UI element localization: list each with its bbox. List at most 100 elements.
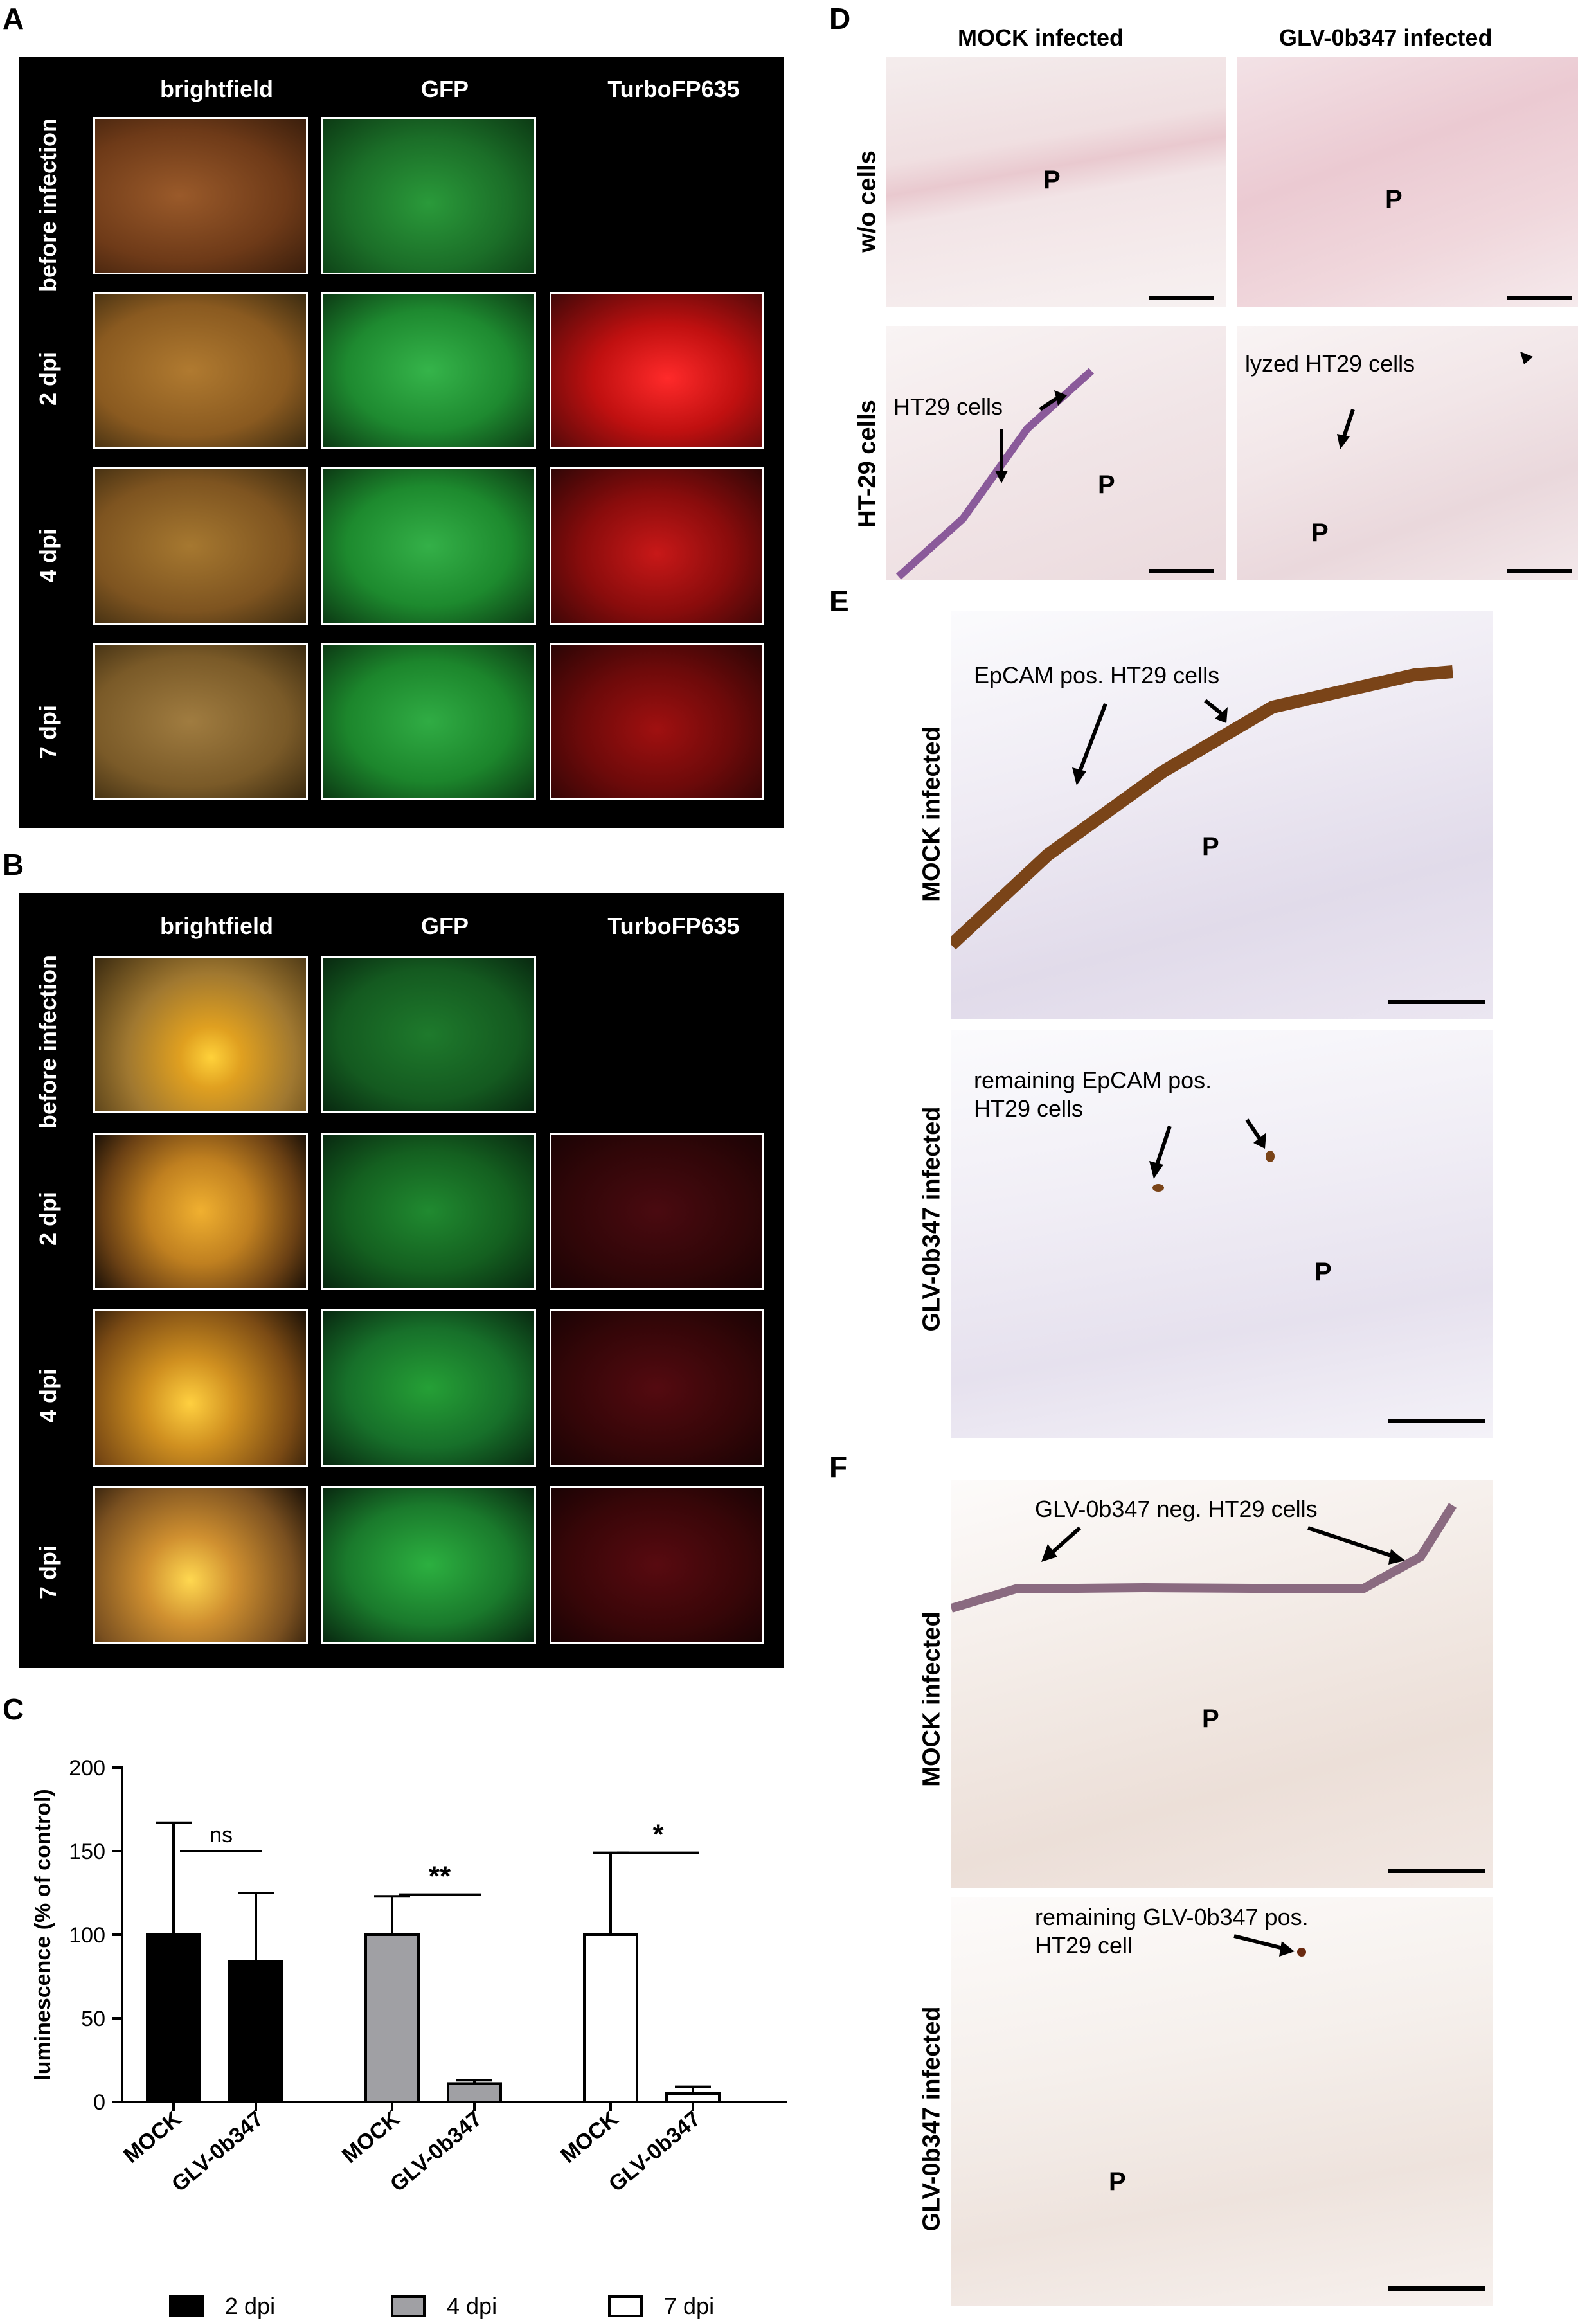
- legend-label-2: 7 dpi: [664, 2293, 714, 2319]
- a-turbofp-2dpi-image: [550, 292, 764, 449]
- y-tick-label-50: 50: [81, 2007, 105, 2031]
- f-mock-arrows: [951, 1503, 1457, 1613]
- d-mock-ht29-p-label: P: [1098, 471, 1115, 499]
- panel-b-row-2dpi: 2 dpi: [35, 1192, 61, 1246]
- panel-f-label: F: [829, 1450, 848, 1484]
- a-turbofp-7dpi-image: [550, 643, 764, 800]
- e-mock-arrows: [951, 665, 1453, 950]
- d-glv-ht29-p-label: P: [1311, 519, 1329, 547]
- x-tick-label-1: GLV-0b347: [167, 2106, 268, 2196]
- panel-b-row-4dpi: 4 dpi: [35, 1368, 61, 1423]
- panel-b-image-grid: brightfield GFP TurboFP635 before infect…: [19, 893, 784, 1668]
- panel-b-row-before: before infection: [35, 955, 61, 1129]
- panel-d-col-glv: GLV-0b347 infected: [1279, 24, 1493, 51]
- a-brightfield-4dpi-image: [93, 467, 308, 625]
- d-glv-ht29-image: lyzed HT29 cells P: [1237, 326, 1578, 580]
- f-glv-arrows: [1233, 1934, 1306, 1957]
- f-mock-scale-bar: [1388, 1869, 1485, 1873]
- bar-2dpi-GLV-0b347: [228, 1960, 283, 2103]
- panel-d-row-wo-cells: w/o cells: [854, 150, 881, 253]
- e-glv-scale-bar: [1388, 1419, 1485, 1423]
- panel-e-row-glv: GLV-0b347 infected: [918, 1106, 946, 1332]
- f-mock-p-label: P: [1202, 1705, 1219, 1733]
- panel-e-label: E: [829, 584, 849, 618]
- e-mock-p-label: P: [1202, 832, 1219, 861]
- e-glv-p-label: P: [1314, 1258, 1332, 1286]
- b-brightfield-7dpi-image: [93, 1486, 308, 1644]
- b-gfp-before-image: [321, 956, 536, 1113]
- panel-a-col-turbofp: TurboFP635: [607, 76, 740, 102]
- panel-b-col-turbofp: TurboFP635: [607, 913, 740, 939]
- d-glv-ht29-annotation: lyzed HT29 cells: [1245, 350, 1415, 377]
- d-mock-ht29-image: HT29 cells P: [886, 326, 1226, 580]
- panel-e-row-mock: MOCK infected: [918, 726, 946, 902]
- b-gfp-7dpi-image: [321, 1486, 536, 1644]
- y-tick-label-0: 0: [93, 2090, 105, 2115]
- a-gfp-2dpi-image: [321, 292, 536, 449]
- f-glv-annotation-line2: HT29 cell: [1035, 1932, 1133, 1959]
- e-glv-annotation-line1: remaining EpCAM pos.: [974, 1067, 1212, 1093]
- panel-a-row-4dpi: 4 dpi: [35, 528, 61, 583]
- x-tick-label-3: GLV-0b347: [386, 2106, 487, 2196]
- d-mock-wo-p-label: P: [1043, 166, 1061, 194]
- e-glv-image: remaining EpCAM pos. HT29 cells P: [951, 1030, 1493, 1438]
- b-turbofp-2dpi-image: [550, 1133, 764, 1290]
- y-tick-label-100: 100: [69, 1923, 105, 1948]
- d-glv-wo-scale-bar: [1507, 296, 1572, 300]
- d-mock-ht29-annotation: HT29 cells: [893, 393, 1003, 420]
- b-brightfield-2dpi-image: [93, 1133, 308, 1290]
- significance-label-2: *: [652, 1819, 664, 1851]
- e-glv-annotation-line2: HT29 cells: [974, 1095, 1084, 1122]
- f-glv-annotation-line1: remaining GLV-0b347 pos.: [1035, 1904, 1309, 1930]
- x-tick-label-0: MOCK: [119, 2106, 186, 2168]
- a-brightfield-before-image: [93, 117, 308, 274]
- bar-4dpi-MOCK: [364, 1933, 420, 2103]
- b-gfp-4dpi-image: [321, 1309, 536, 1467]
- x-tick-label-5: GLV-0b347: [604, 2106, 705, 2196]
- legend-swatch-1: [391, 2295, 426, 2317]
- legend-label-1: 4 dpi: [447, 2293, 497, 2319]
- legend-swatch-0: [169, 2295, 204, 2317]
- y-axis-label: luminescence (% of control): [31, 1789, 55, 2080]
- panel-a-row-2dpi: 2 dpi: [35, 352, 61, 406]
- bar-2dpi-MOCK: [146, 1933, 201, 2103]
- x-tick-label-2: MOCK: [337, 2106, 404, 2168]
- panel-c-label: C: [3, 1692, 24, 1726]
- panel-a-image-grid: brightfield GFP TurboFP635 before infect…: [19, 57, 784, 828]
- legend-swatch-2: [608, 2295, 643, 2317]
- e-mock-scale-bar: [1388, 1000, 1485, 1004]
- panel-a-col-gfp: GFP: [420, 76, 469, 102]
- f-glv-scale-bar: [1388, 2286, 1485, 2291]
- a-gfp-7dpi-image: [321, 643, 536, 800]
- bar-4dpi-GLV-0b347: [447, 2082, 502, 2104]
- panel-b-col-gfp: GFP: [420, 913, 469, 939]
- f-glv-image: remaining GLV-0b347 pos. HT29 cell P: [951, 1897, 1493, 2306]
- panel-f-row-mock: MOCK infected: [918, 1611, 946, 1787]
- e-mock-annotation: EpCAM pos. HT29 cells: [974, 662, 1220, 688]
- legend-label-0: 2 dpi: [225, 2293, 275, 2319]
- d-glv-wo-cells-image: P: [1237, 57, 1578, 307]
- panel-b-col-brightfield: brightfield: [160, 913, 273, 939]
- a-gfp-4dpi-image: [321, 467, 536, 625]
- panel-d-row-ht29: HT-29 cells: [854, 400, 881, 528]
- b-turbofp-4dpi-image: [550, 1309, 764, 1467]
- panel-a-row-7dpi: 7 dpi: [35, 705, 61, 760]
- panel-a-col-brightfield: brightfield: [160, 76, 273, 102]
- panel-b-label: B: [3, 848, 24, 881]
- a-turbofp-4dpi-image: [550, 467, 764, 625]
- f-mock-annotation: GLV-0b347 neg. HT29 cells: [1035, 1496, 1318, 1522]
- bar-7dpi-GLV-0b347: [665, 2092, 721, 2103]
- a-brightfield-7dpi-image: [93, 643, 308, 800]
- b-brightfield-before-image: [93, 956, 308, 1113]
- panel-b-row-7dpi: 7 dpi: [35, 1545, 61, 1600]
- significance-label-0: ns: [210, 1823, 233, 1847]
- f-mock-image: GLV-0b347 neg. HT29 cells P: [951, 1480, 1493, 1888]
- panel-f-row-glv: GLV-0b347 infected: [918, 2006, 946, 2232]
- x-tick-label-4: MOCK: [556, 2106, 623, 2168]
- f-glv-p-label: P: [1109, 2167, 1126, 2196]
- panel-d-col-mock: MOCK infected: [958, 24, 1124, 51]
- d-mock-ht29-scale-bar: [1149, 569, 1214, 573]
- d-glv-wo-p-label: P: [1385, 185, 1403, 213]
- a-gfp-before-image: [321, 117, 536, 274]
- d-glv-ht29-arrows: [1337, 352, 1533, 449]
